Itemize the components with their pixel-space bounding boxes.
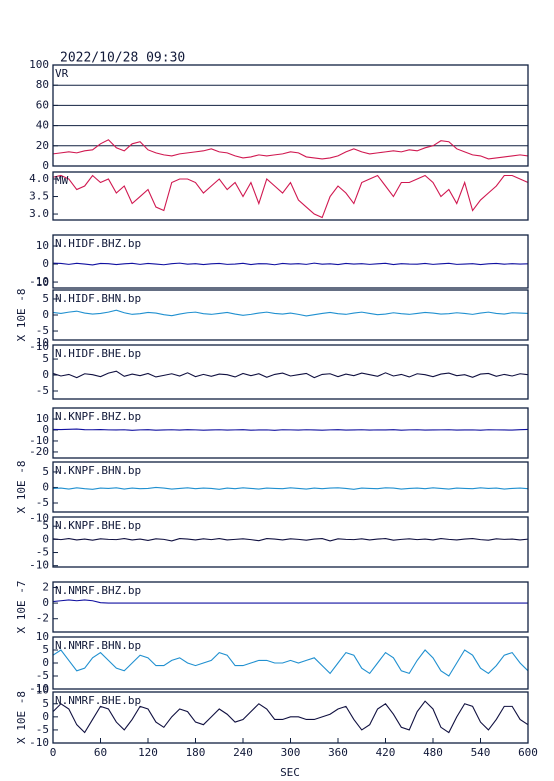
y-tick-label: 2 bbox=[42, 580, 49, 593]
y-axis-unit: X 10E -8 bbox=[15, 691, 28, 744]
x-tick-label: 120 bbox=[138, 746, 158, 759]
y-tick-label: -10 bbox=[29, 736, 49, 749]
y-tick-label: 0 bbox=[42, 480, 49, 493]
x-tick-label: 300 bbox=[281, 746, 301, 759]
panel-label: N.KNPF.BHE.bp bbox=[55, 519, 141, 532]
y-tick-label: -5 bbox=[36, 669, 49, 682]
panel-frame bbox=[52, 344, 529, 400]
y-tick-label: 40 bbox=[36, 119, 49, 132]
series-line bbox=[52, 428, 529, 431]
panel-frame bbox=[52, 461, 529, 513]
x-tick-label: 240 bbox=[233, 746, 253, 759]
panel-label: N.KNPF.BHN.bp bbox=[55, 464, 141, 477]
y-axis-unit: X 10E -8 bbox=[15, 461, 28, 514]
y-tick-label: 80 bbox=[36, 78, 49, 91]
series-line bbox=[52, 139, 529, 160]
y-tick-label: 0 bbox=[42, 308, 49, 321]
y-tick-label: -10 bbox=[29, 512, 49, 525]
panel-frame bbox=[52, 407, 529, 459]
y-tick-label: 10 bbox=[36, 336, 49, 349]
y-tick-label: 20 bbox=[36, 139, 49, 152]
y-tick-label: 5 bbox=[42, 697, 49, 710]
series-line bbox=[52, 174, 529, 219]
y-tick-label: 100 bbox=[29, 58, 49, 71]
series-line bbox=[52, 370, 529, 379]
y-tick-label: 5 bbox=[42, 292, 49, 305]
y-tick-label: 3.5 bbox=[29, 190, 49, 203]
y-tick-label: 0 bbox=[42, 710, 49, 723]
y-tick-label: 0 bbox=[42, 368, 49, 381]
chart-title: 2022/10/28 09:30 bbox=[60, 51, 185, 66]
series-line bbox=[52, 309, 529, 317]
y-tick-label: 10 bbox=[36, 276, 49, 289]
y-tick-label: 10 bbox=[36, 630, 49, 643]
x-tick-label: 420 bbox=[376, 746, 396, 759]
y-tick-label: -5 bbox=[36, 324, 49, 337]
y-tick-label: -5 bbox=[36, 546, 49, 559]
y-tick-label: 10 bbox=[36, 684, 49, 697]
y-tick-label: -10 bbox=[29, 340, 49, 353]
y-tick-label: -5 bbox=[36, 496, 49, 509]
y-tick-label: -10 bbox=[29, 559, 49, 572]
y-tick-label: 0 bbox=[42, 656, 49, 669]
x-tick-label: 600 bbox=[518, 746, 538, 759]
panel-label: MW bbox=[55, 174, 69, 187]
y-tick-label: 10 bbox=[36, 239, 49, 252]
series-line bbox=[52, 599, 528, 604]
x-tick-label: 0 bbox=[50, 746, 57, 759]
x-tick-label: 180 bbox=[186, 746, 206, 759]
x-tick-label: 360 bbox=[328, 746, 348, 759]
y-tick-label: -5 bbox=[36, 384, 49, 397]
panel-label: VR bbox=[55, 67, 69, 80]
panel-label: N.HIDF.BHN.bp bbox=[55, 292, 141, 305]
y-tick-label: 5 bbox=[42, 352, 49, 365]
x-tick-label: 540 bbox=[471, 746, 491, 759]
y-tick-label: -10 bbox=[29, 275, 49, 288]
y-tick-label: -10 bbox=[29, 434, 49, 447]
panel-label: N.NMRF.BHE.bp bbox=[55, 694, 141, 707]
panel-label: N.HIDF.BHE.bp bbox=[55, 347, 141, 360]
panel-frame bbox=[52, 581, 529, 633]
y-tick-label: 5 bbox=[42, 519, 49, 532]
y-tick-label: 60 bbox=[36, 98, 49, 111]
series-line bbox=[52, 486, 529, 490]
y-tick-label: 10 bbox=[36, 412, 49, 425]
y-tick-label: 0 bbox=[42, 423, 49, 436]
y-tick-label: -10 bbox=[29, 682, 49, 695]
y-tick-label: 0 bbox=[42, 159, 49, 172]
panel-frame bbox=[52, 516, 529, 568]
panel-label: N.NMRF.BHZ.bp bbox=[55, 584, 141, 597]
panel-frame bbox=[52, 636, 529, 690]
panel-frame bbox=[52, 289, 529, 341]
y-tick-label: 0 bbox=[42, 596, 49, 609]
y-axis-unit: X 10E -8 bbox=[15, 289, 28, 342]
series-line bbox=[52, 700, 529, 734]
series-line bbox=[52, 649, 529, 677]
y-tick-label: 5 bbox=[42, 643, 49, 656]
y-tick-label: 0 bbox=[42, 532, 49, 545]
panel-label: N.HIDF.BHZ.bp bbox=[55, 237, 141, 250]
y-axis-unit: X 10E -7 bbox=[15, 581, 28, 634]
y-tick-label: -2 bbox=[36, 612, 49, 625]
y-tick-label: 3.0 bbox=[29, 207, 49, 220]
y-tick-label: -20 bbox=[29, 445, 49, 458]
x-tick-label: 480 bbox=[423, 746, 443, 759]
y-tick-label: 4.0 bbox=[29, 172, 49, 185]
y-tick-label: -5 bbox=[36, 723, 49, 736]
y-tick-label: 5 bbox=[42, 465, 49, 478]
series-line bbox=[52, 538, 529, 542]
series-line bbox=[52, 262, 529, 266]
panel-frame bbox=[52, 171, 529, 221]
x-axis-label: SEC bbox=[280, 766, 300, 779]
panel-frame bbox=[52, 64, 529, 167]
x-tick-label: 60 bbox=[94, 746, 107, 759]
y-tick-label: 0 bbox=[42, 257, 49, 270]
panel-label: N.NMRF.BHN.bp bbox=[55, 639, 141, 652]
panel-label: N.KNPF.BHZ.bp bbox=[55, 410, 141, 423]
panel-frame bbox=[52, 234, 529, 289]
